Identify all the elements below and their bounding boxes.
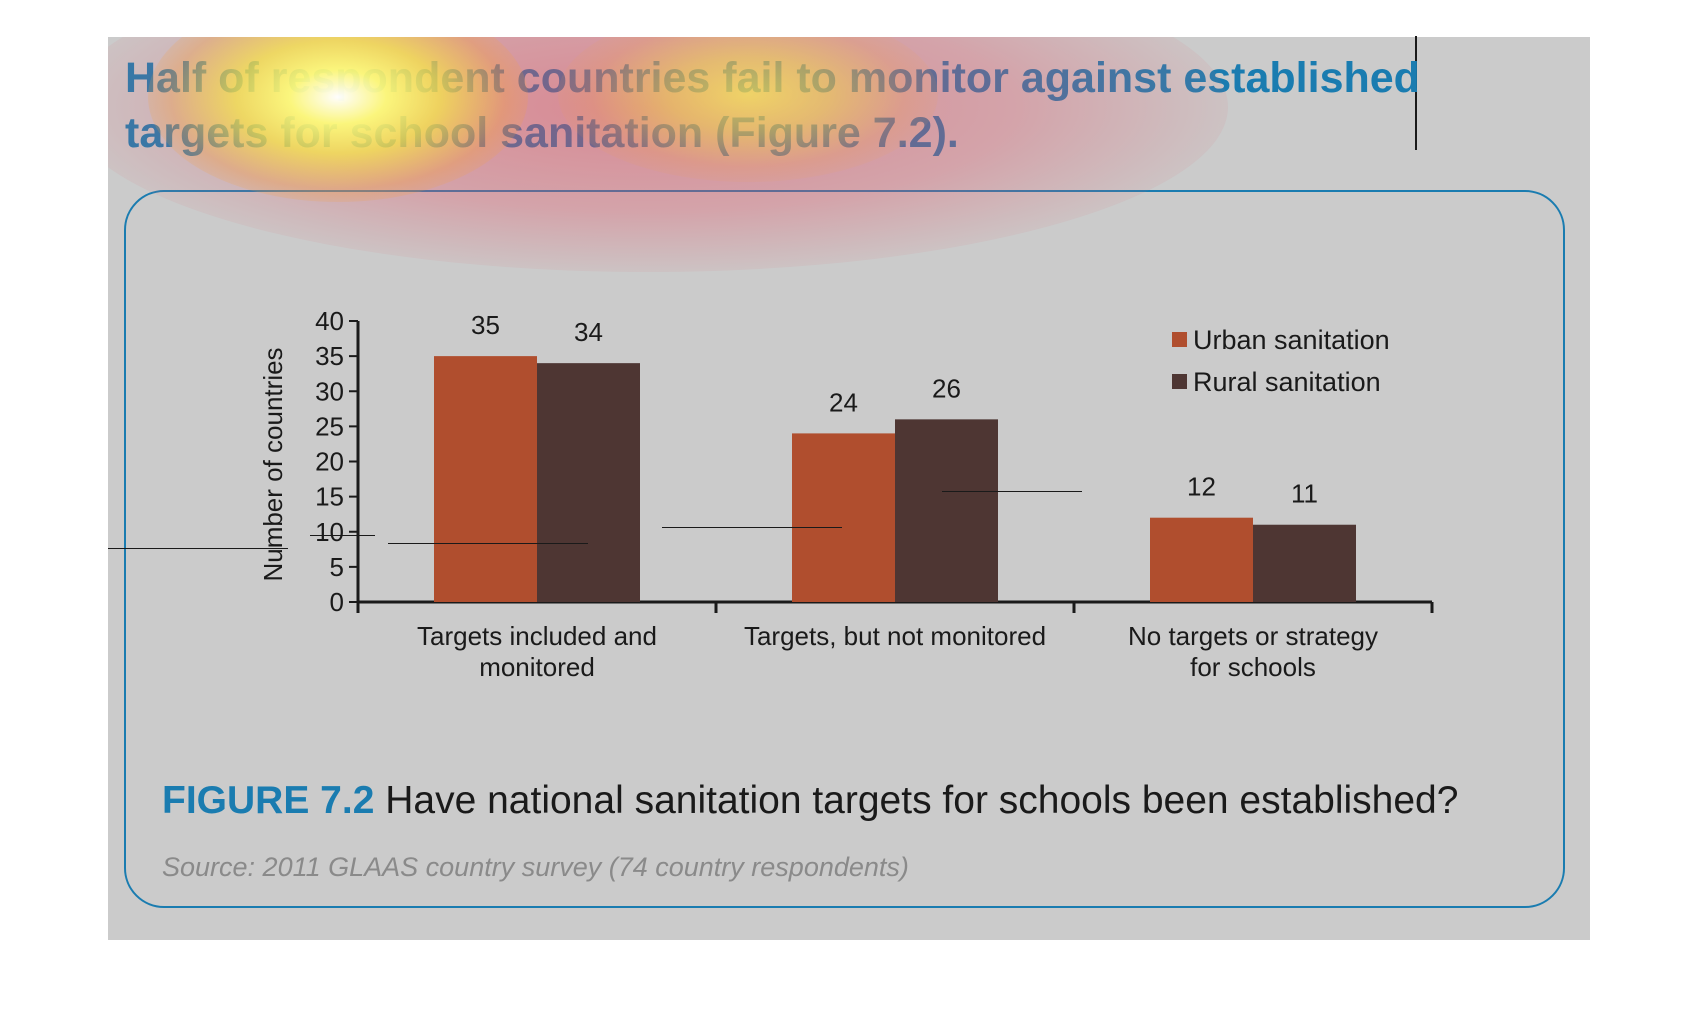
bar	[792, 433, 895, 602]
y-tick-label: 0	[330, 587, 344, 617]
x-tick-label: Targets included and	[417, 621, 657, 651]
stray-line	[388, 543, 588, 544]
x-tick-label: No targets or strategy	[1128, 621, 1378, 651]
bar	[1150, 517, 1253, 602]
stray-line	[108, 548, 288, 549]
bar	[434, 356, 537, 602]
bar	[537, 363, 640, 602]
x-tick-label: Targets, but not monitored	[744, 621, 1046, 651]
figure-caption-text: Have national sanitation targets for sch…	[385, 779, 1459, 822]
y-tick-label: 35	[315, 341, 344, 371]
y-axis-label: Number of countries	[258, 347, 288, 581]
y-tick-label: 5	[330, 552, 344, 582]
legend-entry: Urban sanitation	[1193, 325, 1390, 355]
legend-entry: Rural sanitation	[1193, 367, 1381, 397]
legend-swatch	[1172, 332, 1187, 347]
headline-text: Half of respondent countries fail to mon…	[125, 54, 1420, 157]
figure-source: Source: 2011 GLAAS country survey (74 co…	[162, 852, 909, 882]
data-label: 11	[1291, 479, 1318, 509]
y-tick-label: 15	[315, 482, 344, 512]
y-tick-label: 30	[315, 376, 344, 406]
bar	[1253, 524, 1356, 602]
y-tick-label: 40	[315, 306, 344, 336]
data-label: 24	[829, 387, 858, 417]
data-label: 26	[932, 373, 961, 403]
y-tick-label: 25	[315, 411, 344, 441]
stray-line	[310, 535, 375, 536]
data-label: 34	[574, 317, 603, 347]
stray-line	[662, 527, 842, 528]
figure-caption: FIGURE 7.2 Have national sanitation targ…	[162, 776, 1458, 826]
figure-number: FIGURE 7.2	[162, 779, 375, 822]
stray-line	[942, 491, 1082, 492]
bar	[895, 419, 998, 602]
x-tick-label: for schools	[1190, 652, 1316, 682]
y-tick-label: 20	[315, 447, 344, 477]
text-cursor	[1415, 36, 1417, 150]
data-label: 35	[471, 310, 500, 340]
x-tick-label: monitored	[479, 652, 595, 682]
legend-swatch	[1172, 374, 1187, 389]
data-label: 12	[1187, 472, 1216, 502]
y-tick-label: 10	[315, 517, 344, 547]
